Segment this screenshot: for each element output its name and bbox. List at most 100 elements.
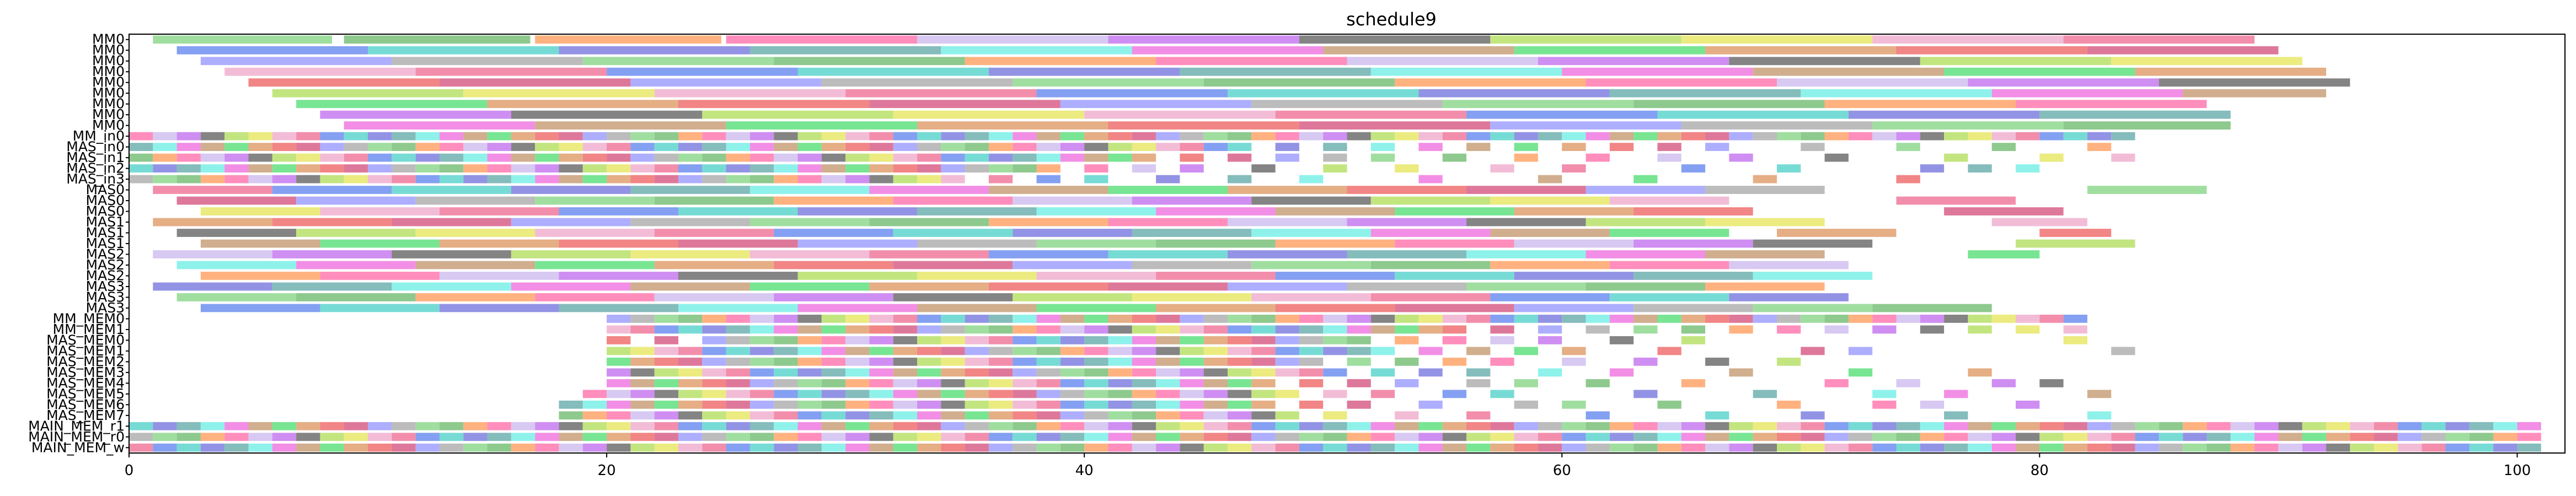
task-bar <box>1108 250 1228 258</box>
task-bar <box>2493 443 2518 452</box>
task-bar <box>2517 422 2541 430</box>
task-bar <box>1203 78 1395 87</box>
task-bar <box>2016 132 2040 141</box>
task-bar <box>1227 132 1252 141</box>
task-bar <box>200 164 225 172</box>
task-bar <box>224 132 249 141</box>
task-bar <box>1490 164 1514 172</box>
task-bar <box>1251 325 1276 334</box>
task-bar <box>1418 443 1443 452</box>
task-bar <box>1466 347 1491 355</box>
task-bar <box>1203 143 1228 152</box>
task-bar <box>1323 368 1347 377</box>
task-bar <box>1395 422 1419 430</box>
task-bar <box>272 143 297 152</box>
task-bar <box>1227 218 1347 227</box>
task-bar <box>392 153 416 162</box>
task-bar <box>1753 272 1873 280</box>
task-bar <box>1299 400 1324 409</box>
task-bar <box>869 250 989 258</box>
task-bar <box>1896 175 1920 184</box>
task-bar <box>1562 400 1586 409</box>
task-bar <box>1968 368 1992 377</box>
task-bar <box>654 325 678 334</box>
task-bar <box>1156 207 1276 215</box>
task-bar <box>272 443 297 452</box>
task-bar <box>1275 325 1299 334</box>
task-bar <box>2397 433 2422 441</box>
task-bar <box>988 379 1013 387</box>
task-bar <box>1084 132 1108 141</box>
task-bar <box>1418 143 1443 152</box>
task-bar <box>917 390 941 398</box>
task-bar <box>439 422 464 430</box>
task-bar <box>1490 261 1610 269</box>
task-bar <box>1705 46 1897 55</box>
task-bar <box>1251 229 1371 237</box>
task-bar <box>1753 422 1777 430</box>
task-bar <box>988 400 1013 409</box>
task-bar <box>1299 175 1324 184</box>
task-bar <box>1538 368 1562 377</box>
task-bar <box>153 433 177 441</box>
task-bar <box>821 347 846 355</box>
task-bar <box>749 379 774 387</box>
task-bar <box>749 411 774 420</box>
task-bar <box>559 304 678 312</box>
task-bar <box>1920 400 1945 409</box>
task-bar <box>320 110 511 119</box>
row-labels: MM0MM0MM0MM0MM0MM0MM0MM0MM0MM_in0MAS_in0… <box>28 31 129 455</box>
task-bar <box>559 411 583 420</box>
task-bar <box>1060 153 1085 162</box>
task-bar <box>1705 411 1729 420</box>
task-bar <box>487 143 511 152</box>
task-bar <box>749 433 774 441</box>
task-bar <box>1227 347 1252 355</box>
task-bar <box>1323 46 1514 55</box>
task-bar <box>988 67 1180 76</box>
row-label: MAS_MEM2 <box>46 353 125 369</box>
task-bar <box>1108 422 1132 430</box>
task-bar <box>1705 422 1729 430</box>
task-bar <box>1036 422 1061 430</box>
task-bar <box>439 272 559 280</box>
task-bar <box>1968 315 1992 323</box>
task-bar <box>1753 175 1777 184</box>
task-bar <box>1108 35 1299 44</box>
task-bar <box>2302 422 2326 430</box>
task-bar <box>1108 143 1132 152</box>
task-bar <box>1586 443 1610 452</box>
task-bar <box>1776 433 1801 441</box>
task-bar <box>821 379 846 387</box>
task-bar <box>988 336 1013 344</box>
task-bar <box>1776 357 1801 366</box>
task-bar <box>726 121 918 130</box>
task-bar <box>2350 443 2374 452</box>
task-bar <box>797 132 822 141</box>
task-bar <box>559 175 583 184</box>
task-bar <box>1227 368 1252 377</box>
task-bar <box>1586 433 1610 441</box>
task-bar <box>749 46 941 55</box>
task-bar <box>1156 357 1180 366</box>
task-bar <box>749 315 774 323</box>
task-bar <box>2063 433 2087 441</box>
task-bar <box>988 164 1013 172</box>
task-bar <box>1323 443 1347 452</box>
task-bar <box>1156 379 1180 387</box>
task-bar <box>678 347 703 355</box>
task-bar <box>702 390 726 398</box>
task-bar <box>2493 433 2518 441</box>
task-bar <box>1060 422 1085 430</box>
task-bar <box>392 443 416 452</box>
task-bar <box>630 443 655 452</box>
task-bar <box>1514 443 1538 452</box>
task-bar <box>439 78 631 87</box>
task-bar <box>1753 304 1873 312</box>
task-bar <box>176 46 368 55</box>
task-bar <box>869 379 893 387</box>
task-bar <box>1156 400 1180 409</box>
task-bar <box>200 239 320 248</box>
task-bar <box>1251 357 1276 366</box>
task-bar <box>607 368 631 377</box>
